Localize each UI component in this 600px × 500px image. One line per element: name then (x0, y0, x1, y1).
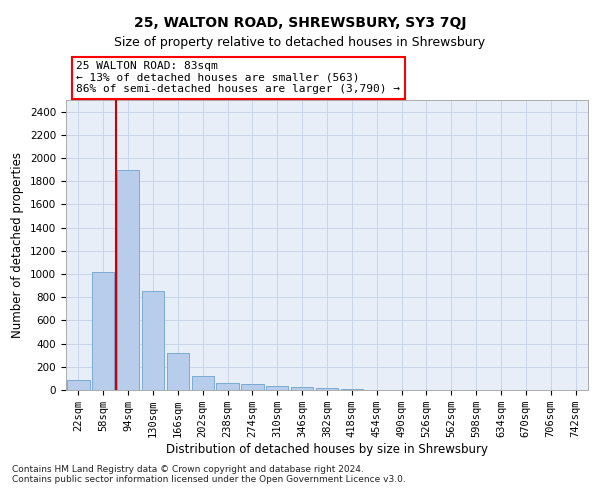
Bar (241, 384, 263, 390)
Bar (316, 388, 338, 390)
X-axis label: Distribution of detached houses by size in Shrewsbury: Distribution of detached houses by size … (166, 443, 488, 456)
Bar (142, 291, 164, 390)
Bar (191, 376, 214, 390)
Text: 25 WALTON ROAD: 83sqm
← 13% of detached houses are smaller (563)
86% of semi-det: 25 WALTON ROAD: 83sqm ← 13% of detached … (76, 61, 400, 94)
Bar (266, 386, 289, 390)
Text: Contains HM Land Registry data © Crown copyright and database right 2024.: Contains HM Land Registry data © Crown c… (12, 466, 364, 474)
Bar (341, 389, 363, 390)
Bar (117, 170, 139, 390)
Text: Size of property relative to detached houses in Shrewsbury: Size of property relative to detached ho… (115, 36, 485, 49)
Y-axis label: Number of detached properties: Number of detached properties (11, 152, 25, 338)
Bar (217, 383, 239, 390)
Bar (92, 272, 115, 390)
Bar (167, 353, 189, 390)
Bar (291, 387, 313, 390)
Bar (67, 380, 89, 390)
Text: Contains public sector information licensed under the Open Government Licence v3: Contains public sector information licen… (12, 476, 406, 484)
Text: 25, WALTON ROAD, SHREWSBURY, SY3 7QJ: 25, WALTON ROAD, SHREWSBURY, SY3 7QJ (134, 16, 466, 30)
